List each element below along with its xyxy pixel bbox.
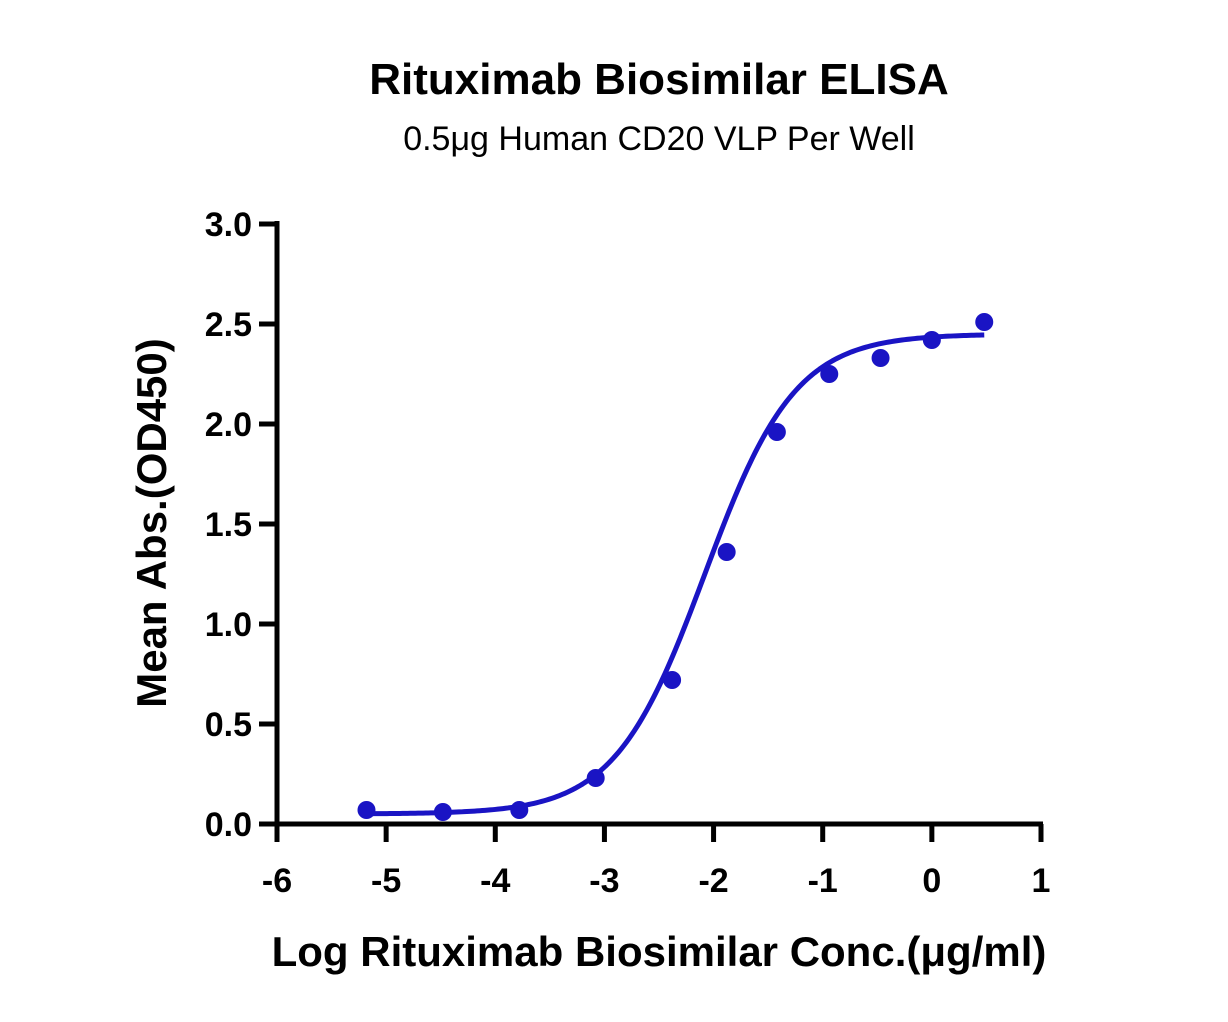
y-tick-label: 1.0: [205, 606, 252, 644]
y-tick-label: 0.0: [205, 806, 252, 844]
x-tick-label: -5: [371, 862, 401, 900]
fit-curve: [366, 332, 985, 817]
x-tick-label: -2: [698, 862, 728, 900]
data-point: [975, 313, 994, 331]
x-tick-label: -4: [480, 862, 510, 900]
x-ticks: -6 -5 -4 -3 -2 -1 0 1: [262, 824, 1051, 900]
y-axis-label: Mean Abs.(OD450): [128, 338, 175, 708]
data-point: [871, 349, 890, 367]
data-point: [663, 671, 682, 689]
y-tick-label: 3.0: [205, 206, 252, 244]
y-tick-label: 1.5: [205, 506, 252, 544]
y-tick-label: 0.5: [205, 706, 252, 744]
data-point: [510, 801, 529, 819]
x-tick-label: -3: [589, 862, 619, 900]
data-point: [717, 543, 736, 561]
x-tick-label: 0: [922, 862, 941, 900]
data-point: [433, 803, 452, 821]
data-point: [922, 331, 941, 349]
chart-title: Rituximab Biosimilar ELISA: [369, 55, 948, 104]
x-tick-label: 1: [1032, 862, 1051, 900]
data-points: [357, 313, 994, 821]
data-point: [586, 769, 605, 787]
y-tick-label: 2.0: [205, 406, 252, 444]
x-tick-label: -1: [808, 862, 838, 900]
data-point: [357, 801, 376, 819]
y-tick-label: 2.5: [205, 306, 252, 344]
axes: -6 -5 -4 -3 -2 -1 0 1 0.0 0.5 1.0 1.5 2.0 2.5 3.0: [205, 206, 1051, 900]
x-tick-label: -6: [262, 862, 292, 900]
chart-subtitle: 0.5μg Human CD20 VLP Per Well: [403, 120, 915, 158]
x-axis-label: Log Rituximab Biosimilar Conc.(μg/ml): [272, 928, 1047, 975]
y-ticks: 0.0 0.5 1.0 1.5 2.0 2.5 3.0: [205, 206, 277, 844]
data-point: [820, 365, 839, 383]
data-point: [767, 423, 786, 441]
